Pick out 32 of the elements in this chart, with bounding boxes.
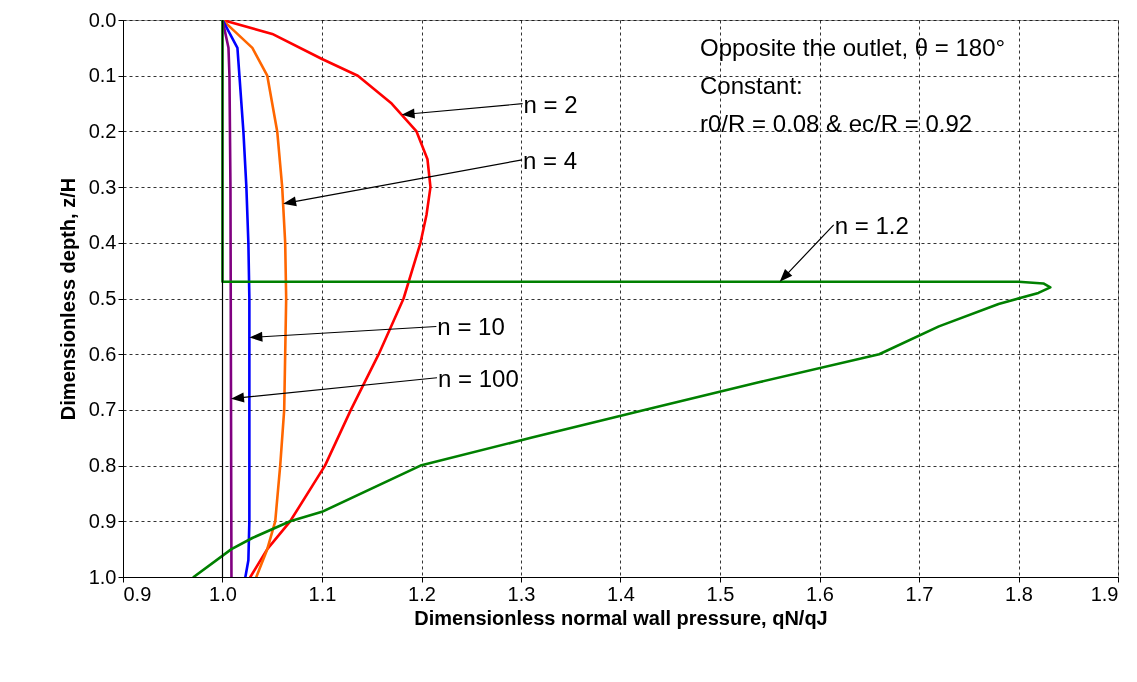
x-tick-label: 1.0 bbox=[209, 582, 237, 605]
x-tick-label: 1.4 bbox=[607, 582, 635, 605]
x-tick-label: 1.8 bbox=[1005, 582, 1033, 605]
y-axis-title: Dimensionless depth, z/H bbox=[56, 177, 79, 421]
y-tick-label: 0.6 bbox=[88, 342, 117, 365]
annotation: r0/R = 0.08 & ec/R = 0.92 bbox=[700, 110, 973, 137]
annotation: Constant: bbox=[700, 72, 803, 99]
y-tick-label: 0.1 bbox=[88, 64, 117, 87]
x-tick-label: 1.9 bbox=[1090, 582, 1119, 605]
annotation: n = 10 bbox=[437, 313, 505, 341]
x-tick-label: 1.5 bbox=[706, 582, 735, 605]
annotation: n = 2 bbox=[523, 90, 578, 118]
y-tick-label: 0.2 bbox=[88, 119, 117, 142]
x-tick-label: 1.7 bbox=[905, 582, 934, 605]
y-tick-label: 0.3 bbox=[88, 175, 117, 198]
y-tick-label: 1.0 bbox=[88, 565, 117, 588]
x-axis-title: Dimensionless normal wall pressure, qN/qJ bbox=[414, 606, 828, 629]
y-tick-label: 0.5 bbox=[88, 287, 117, 309]
y-tick-label: 0.7 bbox=[88, 398, 117, 421]
annotation: n = 4 bbox=[523, 146, 578, 174]
x-tick-label: 1.3 bbox=[507, 582, 536, 605]
annotation: n = 1.2 bbox=[834, 211, 909, 239]
y-tick-label: 0.8 bbox=[88, 454, 117, 477]
x-tick-label: 1.6 bbox=[806, 582, 834, 605]
y-tick-label: 0.9 bbox=[88, 509, 117, 532]
x-tick-label: 0.9 bbox=[123, 582, 152, 605]
annotation: n = 100 bbox=[438, 364, 519, 392]
y-tick-label: 0.0 bbox=[88, 8, 117, 31]
x-tick-label: 1.2 bbox=[408, 582, 436, 605]
y-tick-label: 0.4 bbox=[88, 231, 117, 254]
annotation: Opposite the outlet, θ = 180° bbox=[700, 34, 1006, 61]
x-tick-label: 1.1 bbox=[308, 582, 337, 605]
